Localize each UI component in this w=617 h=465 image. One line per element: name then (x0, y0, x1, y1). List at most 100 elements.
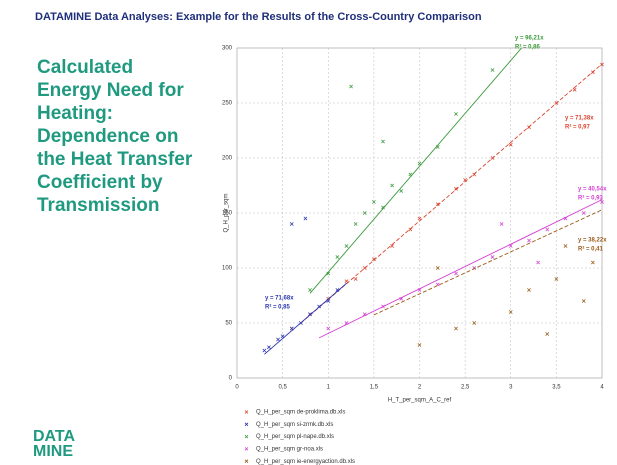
trend-r2: R² = 0,97 (565, 124, 591, 131)
y-tick-label: 0 (229, 376, 233, 382)
legend-marker (244, 459, 249, 463)
trend-line (309, 47, 523, 294)
point (527, 288, 531, 292)
point (454, 271, 458, 276)
y-tick-label: 300 (222, 46, 233, 52)
point (344, 244, 349, 248)
trend-r2: R² = 0,41 (578, 246, 604, 253)
heading-line: Transmission (37, 195, 160, 216)
point (308, 288, 312, 292)
point (303, 216, 308, 221)
point (581, 299, 586, 303)
point (600, 200, 604, 204)
y-tick-label: 150 (222, 211, 233, 217)
logo: MINE (33, 443, 73, 460)
trend-line (264, 283, 347, 355)
point (536, 260, 541, 265)
point (262, 348, 267, 353)
legend-label: Q_H_per_sqm pl-nape.db.xls (256, 434, 334, 440)
point (545, 227, 550, 232)
x-tick-label: 1,5 (370, 385, 379, 391)
point (399, 189, 404, 193)
point (454, 326, 458, 331)
slide-title: DATAMINE Data Analyses: Example for the … (35, 11, 482, 23)
point (267, 345, 271, 350)
x-tick-label: 2,5 (461, 385, 470, 391)
point (508, 142, 513, 147)
y-tick-label: 50 (225, 321, 232, 327)
point (508, 310, 513, 314)
heading-line: Calculated (37, 57, 133, 78)
legend-marker (244, 410, 249, 414)
point (563, 244, 568, 248)
point (454, 186, 458, 191)
legend-label: Q_H_per_sqm ie-energyaction.db.xls (256, 459, 355, 465)
point (545, 332, 550, 336)
trend-line (318, 199, 603, 339)
point (381, 205, 385, 210)
point (581, 211, 586, 215)
point (499, 222, 504, 226)
heading-line: Coefficient by (37, 172, 163, 193)
x-tick-label: 3,5 (552, 385, 561, 391)
trend-r2: R² = 0,85 (265, 304, 291, 311)
y-tick-label: 100 (222, 266, 233, 272)
point (326, 271, 331, 276)
point (554, 277, 559, 281)
point (344, 279, 349, 284)
legend-marker (244, 422, 249, 427)
x-axis-label: H_T_per_sqm_A_C_ref (388, 398, 452, 404)
legend-label: Q_H_per_sqm si-zrmk.db.xls (256, 422, 333, 428)
point (390, 183, 395, 188)
point (435, 266, 440, 270)
point (353, 277, 358, 281)
y-tick-label: 200 (222, 156, 233, 162)
x-tick-label: 2 (418, 385, 422, 391)
y-axis-label: Q_H_per_sqm (224, 193, 230, 232)
point (335, 288, 340, 292)
heading-line: Dependence on (37, 126, 178, 147)
heading-line: the Heat Transfer (37, 149, 193, 170)
legend-marker (244, 447, 249, 451)
point (371, 200, 376, 204)
trend-equation: y = 40,54x (578, 187, 607, 193)
heading-line: Energy Need for (37, 80, 184, 101)
legend-label: Q_H_per_sqm de-proklima.db.xls (256, 410, 345, 416)
y-tick-label: 250 (222, 101, 233, 107)
trend-r2: R² = 0,86 (515, 44, 541, 51)
trend-equation: y = 38,22x (578, 238, 607, 244)
point (590, 260, 595, 265)
point (490, 255, 495, 259)
point (326, 326, 331, 331)
point (335, 255, 340, 259)
point (353, 222, 358, 226)
trend-equation: y = 71,68x (265, 296, 294, 302)
point (289, 222, 294, 226)
point (572, 87, 577, 92)
x-tick-label: 0,5 (278, 385, 287, 391)
x-tick-label: 3 (509, 385, 513, 391)
point (490, 68, 495, 72)
point (417, 343, 422, 347)
x-tick-label: 1 (327, 385, 331, 391)
point (390, 244, 395, 248)
trend-equation: y = 71,38x (565, 116, 594, 122)
x-tick-label: 0 (235, 385, 239, 391)
point (527, 238, 531, 243)
trend-line (300, 63, 603, 324)
point (349, 84, 353, 89)
point (371, 257, 376, 262)
logo: DATA (33, 428, 76, 445)
legend-label: Q_H_per_sqm gr-noa.xls (256, 446, 323, 452)
x-tick-label: 4 (600, 385, 604, 391)
heading-line: Heating: (37, 103, 113, 124)
trend-equation: y = 96,21x (515, 36, 544, 42)
point (381, 139, 385, 144)
point (435, 202, 440, 207)
point (276, 337, 280, 342)
point (472, 321, 477, 325)
trend-r2: R² = 0,93 (578, 195, 604, 202)
point (362, 211, 367, 215)
point (399, 296, 404, 301)
